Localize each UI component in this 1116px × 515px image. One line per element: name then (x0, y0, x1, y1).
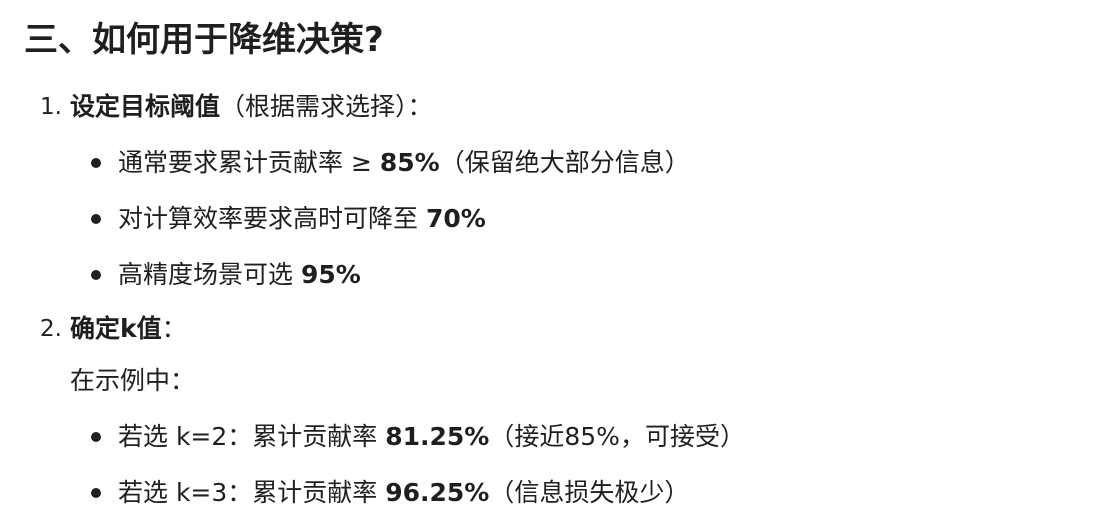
section-1-suffix: （根据需求选择）： (220, 92, 433, 121)
bullet-value: 70% (426, 204, 486, 233)
bullet-value: 85% (380, 148, 440, 177)
section-2-line: 确定k值： (70, 310, 187, 348)
bullet-note: （接近85%，可接受） (489, 422, 745, 451)
bullet-text: 高精度场景可选 (118, 260, 301, 289)
list-item: 若选 k=3：累计贡献率 96.25%（信息损失极少） (118, 474, 689, 512)
bullet-text: 若选 k=2：累计贡献率 (118, 422, 385, 451)
bullet-text: 若选 k=3：累计贡献率 (118, 478, 385, 507)
bullet-dot-icon (91, 270, 101, 280)
section-2-title: 确定k值 (70, 314, 162, 343)
list-item: 若选 k=2：累计贡献率 81.25%（接近85%，可接受） (118, 418, 745, 456)
bullet-dot-icon (91, 488, 101, 498)
bullet-note: （保留绝大部分信息） (440, 148, 690, 177)
bullet-text: 通常要求累计贡献率 ≥ (118, 148, 380, 177)
section-2-suffix: ： (162, 314, 187, 343)
section-1-line: 设定目标阈值（根据需求选择）： (70, 88, 433, 126)
list-item: 高精度场景可选 95% (118, 256, 361, 294)
bullet-note: （信息损失极少） (489, 478, 689, 507)
section-heading: 三、如何用于降维决策? (24, 14, 384, 66)
section-2-subtext: 在示例中： (70, 362, 195, 400)
bullet-value: 95% (301, 260, 361, 289)
section-1-title: 设定目标阈值 (70, 92, 220, 121)
bullet-dot-icon (91, 432, 101, 442)
bullet-value: 81.25% (385, 422, 489, 451)
list-number-1: 1. (40, 88, 62, 126)
bullet-value: 96.25% (385, 478, 489, 507)
list-item: 对计算效率要求高时可降至 70% (118, 200, 486, 238)
bullet-dot-icon (91, 158, 101, 168)
list-number-2: 2. (40, 310, 62, 348)
bullet-dot-icon (91, 214, 101, 224)
list-item: 通常要求累计贡献率 ≥ 85%（保留绝大部分信息） (118, 144, 690, 182)
bullet-text: 对计算效率要求高时可降至 (118, 204, 426, 233)
